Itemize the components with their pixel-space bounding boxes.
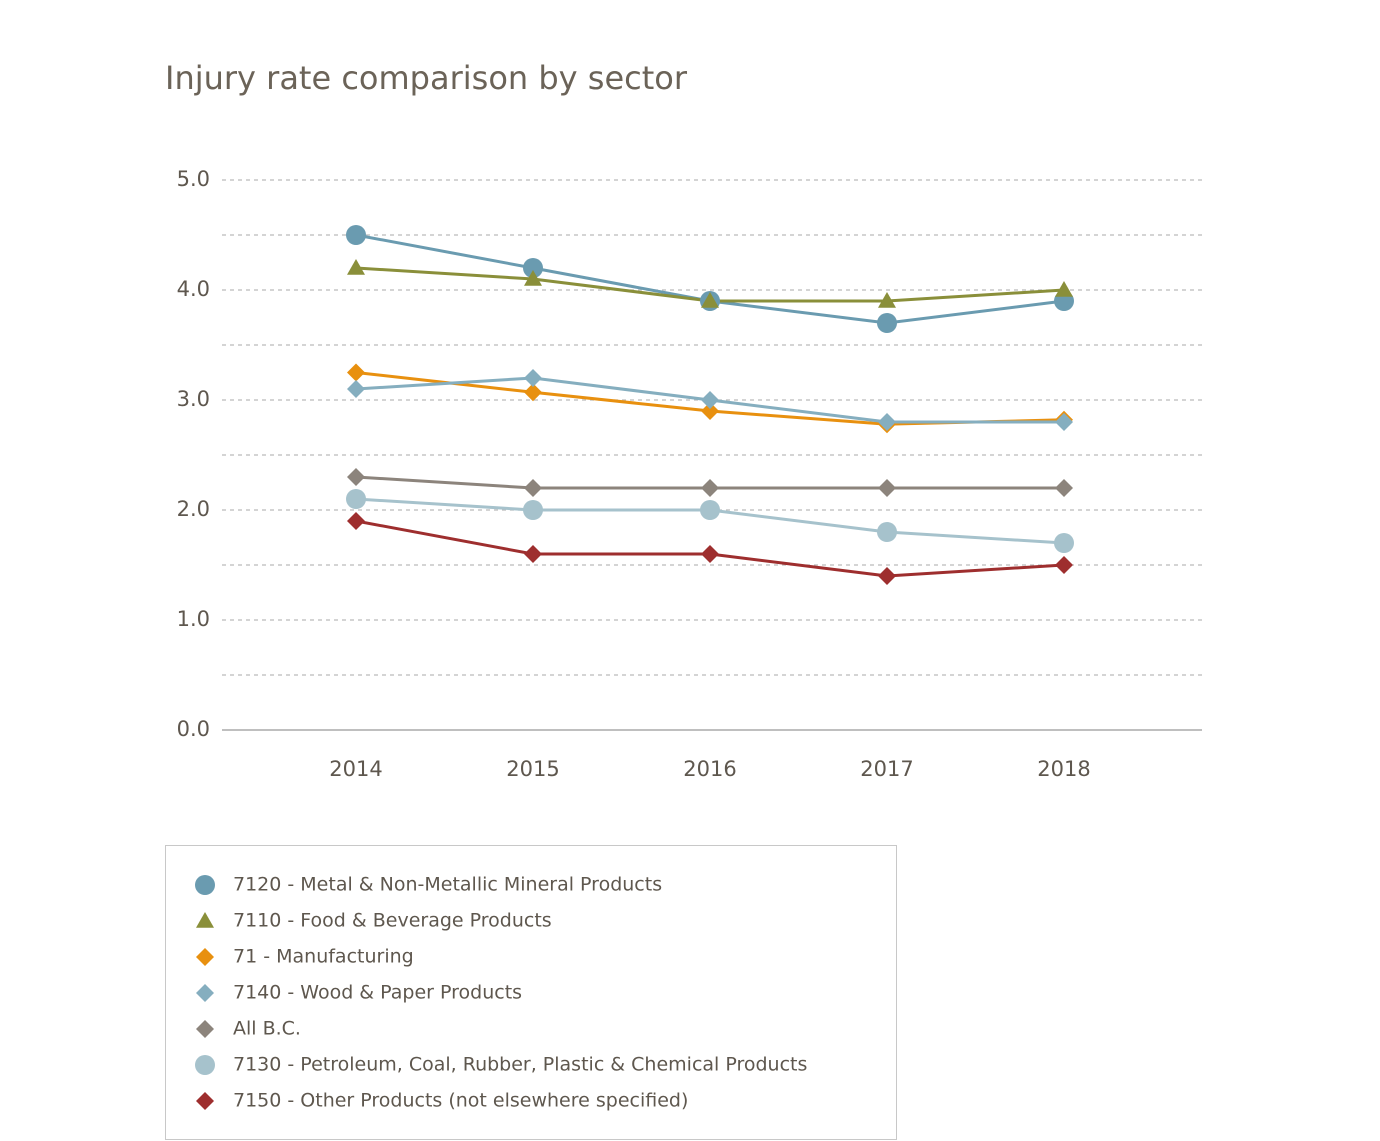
y-tick-label: 3.0 xyxy=(177,387,210,411)
data-point xyxy=(523,500,543,520)
data-point xyxy=(701,292,719,308)
data-point xyxy=(347,363,365,382)
legend-label: 7140 - Wood & Paper Products xyxy=(233,982,522,1004)
data-point xyxy=(1054,533,1074,553)
data-point xyxy=(346,489,366,509)
data-point xyxy=(1055,556,1073,574)
data-point xyxy=(524,479,542,497)
legend-label: 7150 - Other Products (not elsewhere spe… xyxy=(233,1090,688,1112)
x-tick-label: 2018 xyxy=(1037,757,1090,781)
data-point xyxy=(1055,413,1073,431)
legend-marker xyxy=(196,912,214,928)
data-point xyxy=(347,380,365,398)
legend-marker xyxy=(196,1020,214,1038)
data-point xyxy=(878,413,896,431)
data-point xyxy=(1055,479,1073,497)
legend-label: 71 - Manufacturing xyxy=(233,946,414,968)
data-point xyxy=(524,545,542,563)
legend-label: 7110 - Food & Beverage Products xyxy=(233,910,552,932)
data-point xyxy=(877,522,897,542)
data-point xyxy=(347,512,365,530)
legend-marker xyxy=(196,984,214,1002)
legend-marker xyxy=(196,948,214,966)
chart-title: Injury rate comparison by sector xyxy=(165,59,688,97)
data-point xyxy=(877,313,897,333)
x-tick-label: 2014 xyxy=(329,757,382,781)
legend-label: 7130 - Petroleum, Coal, Rubber, Plastic … xyxy=(233,1054,807,1076)
x-tick-label: 2015 xyxy=(506,757,559,781)
legend-label: All B.C. xyxy=(233,1018,301,1040)
data-point xyxy=(524,369,542,387)
legend-label: 7120 - Metal & Non-Metallic Mineral Prod… xyxy=(233,874,662,896)
y-tick-label: 0.0 xyxy=(177,717,210,741)
y-tick-label: 2.0 xyxy=(177,497,210,521)
data-point xyxy=(700,500,720,520)
legend-marker xyxy=(195,1055,215,1075)
data-point xyxy=(878,292,896,308)
data-point xyxy=(701,545,719,563)
legend-marker xyxy=(196,1092,214,1110)
data-point xyxy=(524,383,542,402)
data-point xyxy=(701,402,719,420)
data-point xyxy=(878,567,896,585)
data-point xyxy=(1055,281,1073,297)
legend-box xyxy=(165,845,897,1140)
data-point xyxy=(346,225,366,245)
y-tick-label: 1.0 xyxy=(177,607,210,631)
y-tick-label: 4.0 xyxy=(177,277,210,301)
x-tick-label: 2017 xyxy=(860,757,913,781)
data-point xyxy=(878,479,896,497)
data-point xyxy=(347,468,365,486)
data-point xyxy=(523,258,543,278)
data-point xyxy=(701,479,719,497)
data-point xyxy=(701,391,719,409)
data-point xyxy=(524,270,542,286)
legend-marker xyxy=(195,875,215,895)
data-point xyxy=(347,259,365,275)
y-tick-label: 5.0 xyxy=(177,167,210,191)
x-tick-label: 2016 xyxy=(683,757,736,781)
